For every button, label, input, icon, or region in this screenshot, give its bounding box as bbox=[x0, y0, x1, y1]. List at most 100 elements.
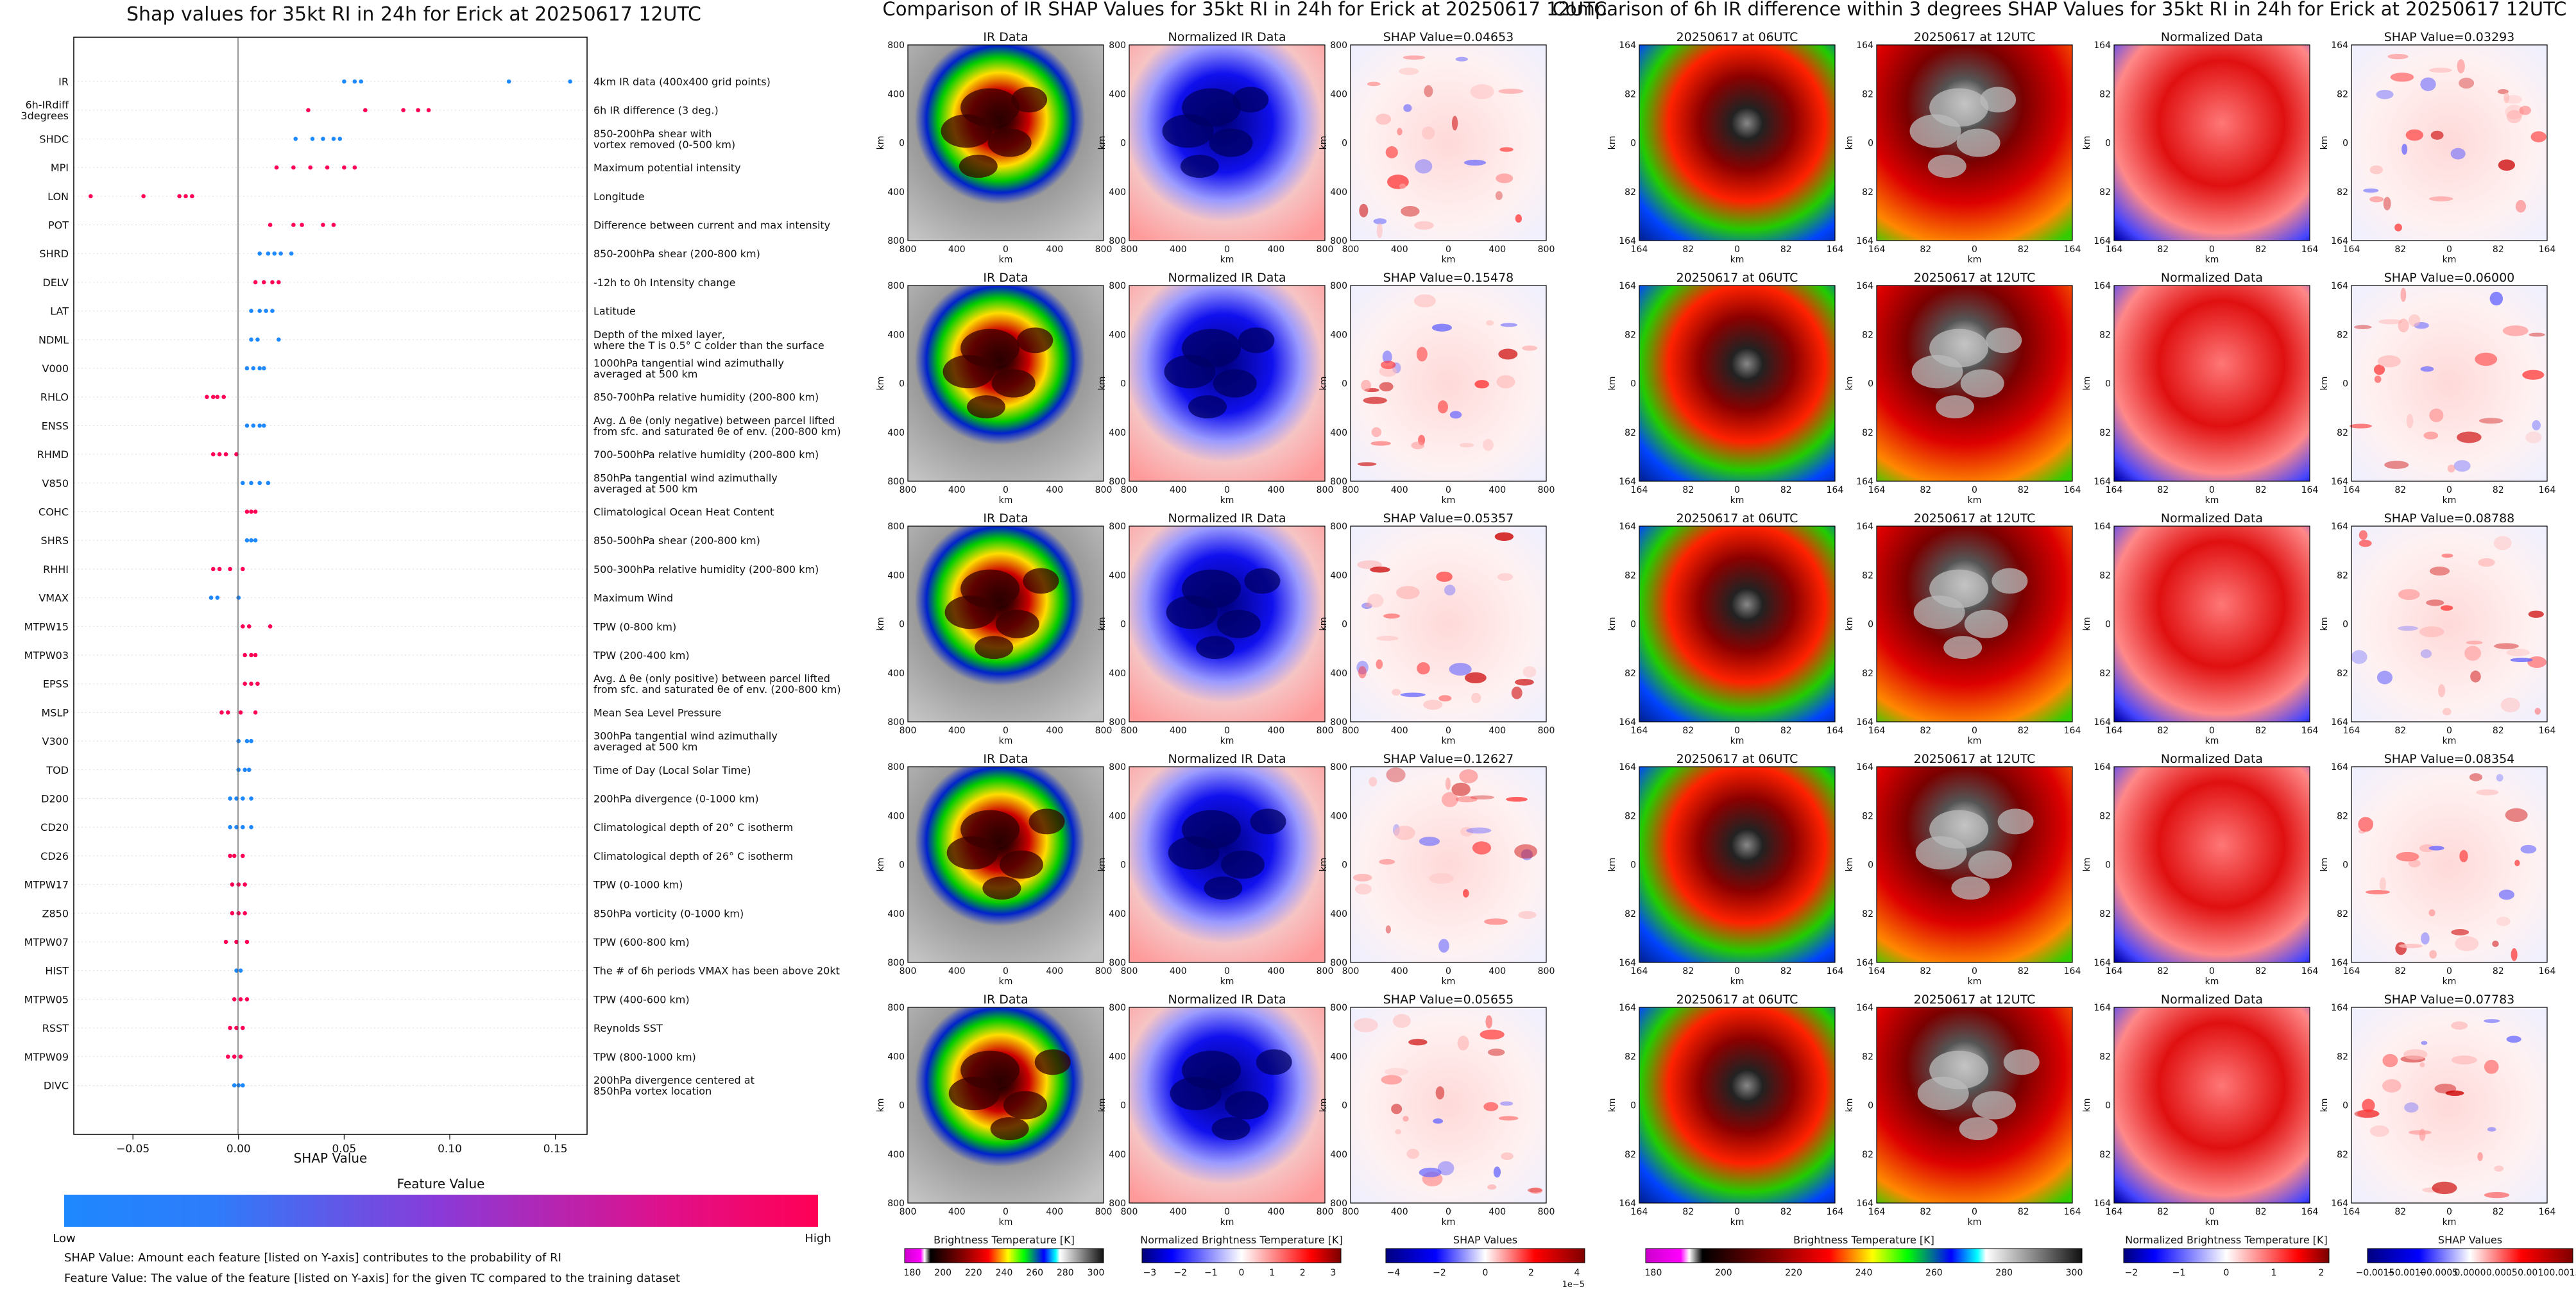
panel-y-tick: 0 bbox=[2342, 620, 2348, 630]
cloud-feature bbox=[1956, 128, 2000, 157]
panel-y-tick: 164 bbox=[2094, 762, 2111, 773]
colorbar-high-label: High bbox=[805, 1232, 831, 1245]
shap-speckle bbox=[2421, 1041, 2428, 1045]
panel-x-tick: 82 bbox=[2255, 485, 2267, 495]
panel-y-tick: 400 bbox=[1109, 428, 1126, 438]
feature-description-label: The # of 6h periods VMAX has been above … bbox=[593, 965, 840, 977]
panel-y-tick: 400 bbox=[887, 1052, 905, 1062]
shap-speckle bbox=[1383, 613, 1401, 619]
feature-description-label: 850-700hPa relative humidity (200-800 km… bbox=[593, 391, 819, 404]
shap-speckle bbox=[1381, 1075, 1403, 1085]
panel-y-tick: 164 bbox=[2331, 958, 2348, 968]
shap-speckle bbox=[1464, 672, 1487, 684]
shap-speckle bbox=[1457, 1036, 1469, 1051]
panel-y-label: km bbox=[1607, 1098, 1617, 1113]
panel-colorbar: Normalized Brightness Temperature [K] −3 −… bbox=[1140, 1234, 1343, 1278]
panel-x-tick: 164 bbox=[2343, 244, 2360, 255]
cloud-feature bbox=[1992, 568, 2028, 594]
panel-x-tick: 400 bbox=[1488, 726, 1506, 736]
panel-title: SHAP Value=0.06000 bbox=[2384, 271, 2515, 285]
shap-x-tick-label: 0.10 bbox=[438, 1143, 462, 1156]
feature-description-label: TPW (0-800 km) bbox=[593, 620, 676, 633]
panel-colorbar: Brightness Temperature [K] 180 200 220 240 26… bbox=[1645, 1234, 2083, 1278]
panel-frame bbox=[907, 285, 1104, 482]
feature-description-label: 700-500hPa relative humidity (200-800 km… bbox=[593, 448, 819, 461]
cloud-feature bbox=[1180, 155, 1219, 178]
feature-name-label: RHMD bbox=[37, 448, 69, 461]
shap-point bbox=[249, 337, 253, 342]
panel-frame bbox=[1350, 525, 1547, 722]
feature-name-label: NDML bbox=[38, 334, 69, 346]
panel-x-tick: 800 bbox=[1342, 485, 1360, 495]
shap-speckle bbox=[1463, 159, 1487, 166]
panel-image bbox=[2114, 286, 2310, 481]
panel-y-label: km bbox=[2082, 858, 2092, 872]
panel-x-label: km bbox=[1968, 736, 1982, 746]
panel-x-label: km bbox=[1968, 495, 1982, 506]
shap-speckle bbox=[2498, 159, 2516, 171]
cloud-feature bbox=[995, 610, 1039, 638]
panel-x-label: km bbox=[2205, 255, 2219, 265]
feature-description-label: Longitude bbox=[593, 191, 645, 203]
feature-name-label: RHHI bbox=[43, 563, 69, 576]
colorbar-tick: 0.0000 bbox=[2455, 1268, 2486, 1278]
shap-speckle bbox=[1352, 873, 1372, 882]
panel-x-label: km bbox=[1968, 1217, 1982, 1227]
shap-point bbox=[210, 567, 216, 572]
shap-point bbox=[232, 1054, 237, 1059]
feature-description-label: 6h IR difference (3 deg.) bbox=[593, 105, 719, 117]
shap-speckle bbox=[1354, 1018, 1378, 1032]
shap-point bbox=[291, 223, 296, 227]
shap-speckle bbox=[2506, 110, 2522, 124]
panel-x-tick: 0 bbox=[1224, 244, 1230, 255]
panel-x-tick: 164 bbox=[2106, 244, 2123, 255]
panel-y-tick: 400 bbox=[1330, 669, 1347, 679]
panel-x-tick: 400 bbox=[1488, 966, 1506, 977]
shap-point bbox=[352, 165, 357, 170]
shap-speckle bbox=[2450, 148, 2466, 160]
shap-speckle bbox=[1496, 173, 1514, 184]
feature-description-label: Climatological depth of 26° C isotherm bbox=[593, 850, 793, 862]
shap-point bbox=[243, 767, 247, 773]
shap-speckle bbox=[1395, 1129, 1402, 1135]
panel-frame bbox=[1129, 44, 1326, 241]
panel-x-tick: 82 bbox=[1780, 244, 1792, 255]
feature-description-label: TPW (400-600 km) bbox=[593, 993, 690, 1005]
panel-y-label: km bbox=[2082, 377, 2092, 391]
shap-speckle bbox=[2428, 909, 2435, 917]
panel-x-label: km bbox=[1730, 977, 1744, 987]
image-panel: 20250617 at 06UTC1641648282008282164164k… bbox=[1607, 271, 1843, 506]
panel-y-tick: 164 bbox=[2094, 1003, 2111, 1013]
image-panel: SHAP Value=0.060001641648282008282164164… bbox=[2319, 271, 2555, 506]
shap-speckle bbox=[1506, 796, 1528, 802]
cloud-feature bbox=[1927, 155, 1966, 178]
shap-speckle bbox=[1359, 203, 1369, 218]
shap-point bbox=[228, 824, 232, 830]
shap-speckle bbox=[1370, 441, 1391, 446]
panel-y-tick: 164 bbox=[1856, 762, 1873, 773]
shap-point bbox=[308, 165, 313, 170]
shap-speckle bbox=[1392, 1014, 1411, 1029]
panel-y-tick: 82 bbox=[2099, 330, 2111, 340]
panel-x-tick: 0 bbox=[2209, 966, 2215, 977]
colorbar-tick: 4 bbox=[1574, 1268, 1580, 1278]
shap-speckle bbox=[1406, 1148, 1420, 1159]
shap-speckle bbox=[2441, 553, 2453, 558]
shap-point bbox=[249, 824, 253, 830]
shap-point bbox=[266, 251, 271, 256]
panel-y-tick: 800 bbox=[1330, 1199, 1347, 1209]
panel-x-tick: 800 bbox=[1121, 485, 1138, 495]
cloud-feature bbox=[990, 1117, 1029, 1141]
panel-y-tick: 800 bbox=[1330, 522, 1347, 532]
cloud-feature bbox=[1964, 610, 2008, 638]
shap-speckle bbox=[2363, 188, 2379, 193]
panel-y-tick: 82 bbox=[1625, 330, 1636, 340]
shap-speckle bbox=[2496, 916, 2511, 926]
panel-x-tick: 800 bbox=[1095, 485, 1113, 495]
panel-frame bbox=[2113, 285, 2310, 482]
colorbar-tick: 2 bbox=[1300, 1268, 1306, 1278]
panel-frame bbox=[2113, 1007, 2310, 1204]
panel-y-tick: 82 bbox=[1625, 570, 1636, 581]
panel-x-tick: 400 bbox=[1046, 485, 1063, 495]
panel-y-label: km bbox=[2319, 617, 2330, 631]
